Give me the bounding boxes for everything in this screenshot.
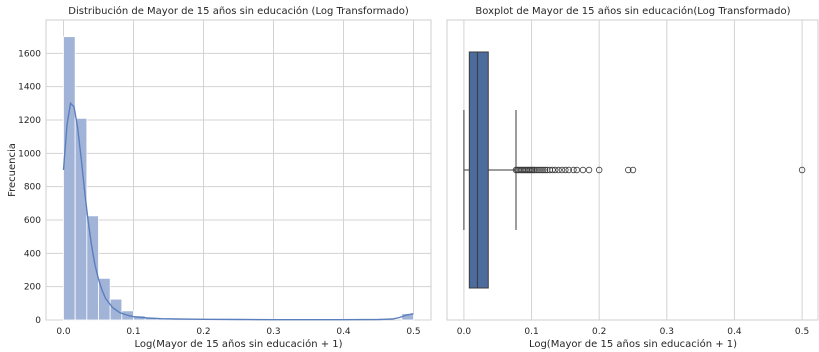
boxplot-box-group [463, 51, 517, 289]
histogram-bar [86, 215, 99, 321]
x-tick-label: 0.4 [336, 327, 351, 337]
outlier-point [579, 166, 587, 174]
outlier-point [595, 166, 603, 174]
histogram-bar [74, 117, 88, 321]
x-tick-label: 0.0 [56, 327, 71, 337]
histogram-x-axis-label: Log(Mayor de 15 años sin educación + 1) [134, 338, 342, 350]
x-tick-label: 0.2 [592, 327, 606, 337]
outlier-point [535, 166, 543, 174]
boxplot-title: Boxplot de Mayor de 15 años sin educació… [475, 5, 790, 17]
y-tick-label: 0 [35, 316, 41, 326]
y-tick-label: 200 [24, 283, 41, 293]
x-tick-label: 0.0 [457, 327, 472, 337]
boxplot-outliers [512, 166, 806, 174]
x-tick-label: 0.5 [406, 327, 420, 337]
outlier-point [531, 166, 539, 174]
histogram-plot-area [45, 19, 432, 321]
boxplot-panel: 0.0 0.1 0.2 0.3 0.4 0.5 Boxplot de Mayor de 1… [446, 5, 819, 350]
y-tick-label: 400 [24, 249, 41, 259]
boxplot-x-axis-label: Log(Mayor de 15 años sin educación + 1) [529, 338, 737, 350]
x-tick-label: 0.3 [266, 327, 280, 337]
histogram-title: Distribución de Mayor de 15 años sin edu… [68, 5, 409, 17]
histogram-panel: 0.0 0.1 0.2 0.3 0.4 0.5 0 200 400 600 800 1000 1200… [7, 5, 432, 350]
outlier-point [555, 166, 562, 174]
outlier-point [539, 166, 547, 174]
outlier-point [629, 166, 637, 174]
y-tick-label: 1600 [18, 49, 41, 59]
outlier-point [541, 166, 549, 174]
outlier-point [573, 166, 581, 174]
outlier-point [552, 166, 559, 174]
outlier-point [798, 166, 806, 174]
y-tick-label: 600 [24, 216, 41, 226]
x-tick-label: 0.5 [795, 327, 809, 337]
outlier-point [625, 166, 632, 174]
y-tick-label: 1400 [18, 83, 41, 93]
interquartile-box [468, 51, 489, 289]
y-tick-label: 1200 [18, 116, 41, 126]
x-tick-label: 0.3 [660, 327, 674, 337]
kde-curve [62, 101, 414, 321]
outlier-point [570, 166, 577, 174]
x-tick-label: 0.1 [524, 327, 538, 337]
outlier-point [549, 166, 556, 174]
x-tick-label: 0.4 [727, 327, 742, 337]
histogram-bar [63, 36, 76, 321]
histogram-gridlines [46, 20, 431, 321]
boxplot-x-ticks: 0.0 0.1 0.2 0.3 0.4 0.5 [457, 327, 810, 337]
y-tick-label: 800 [24, 183, 41, 193]
histogram-y-ticks: 0 200 400 600 800 1000 1200 1400 1600 [18, 49, 41, 326]
outlier-point [585, 166, 593, 174]
histogram-y-axis-label: Frecuencia [7, 143, 18, 197]
x-tick-label: 0.2 [196, 327, 210, 337]
outlier-point [533, 166, 541, 174]
outlier-point [537, 166, 545, 174]
histogram-x-ticks: 0.0 0.1 0.2 0.3 0.4 0.5 [56, 327, 420, 337]
outlier-point [562, 166, 569, 174]
outlier-point [565, 166, 572, 174]
outlier-point [558, 166, 566, 174]
y-tick-label: 1000 [18, 149, 41, 159]
x-tick-label: 0.1 [126, 327, 140, 337]
